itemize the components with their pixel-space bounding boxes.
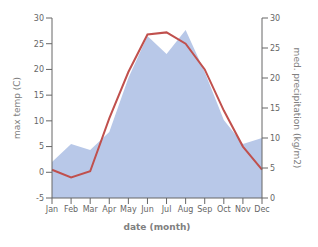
svg-text:Dec: Dec	[254, 205, 269, 214]
svg-text:med. precipitation (kg/m2): med. precipitation (kg/m2)	[292, 48, 302, 169]
svg-text:May: May	[120, 205, 137, 214]
svg-text:Nov: Nov	[235, 205, 251, 214]
svg-text:15: 15	[34, 91, 44, 100]
svg-text:25: 25	[34, 40, 44, 49]
svg-text:10: 10	[34, 117, 44, 126]
svg-text:Jan: Jan	[45, 205, 58, 214]
svg-text:5: 5	[39, 142, 44, 151]
svg-text:Jul: Jul	[161, 205, 172, 214]
svg-text:25: 25	[270, 44, 280, 53]
svg-text:20: 20	[34, 65, 44, 74]
svg-text:10: 10	[270, 134, 280, 143]
svg-text:0: 0	[39, 168, 44, 177]
svg-text:0: 0	[270, 194, 275, 203]
svg-text:Mar: Mar	[83, 205, 99, 214]
svg-text:Feb: Feb	[64, 205, 78, 214]
svg-text:30: 30	[270, 14, 280, 23]
svg-text:5: 5	[270, 164, 275, 173]
svg-text:max temp (C): max temp (C)	[12, 77, 22, 139]
svg-text:Sep: Sep	[197, 205, 212, 214]
svg-text:20: 20	[270, 74, 280, 83]
svg-text:Aug: Aug	[178, 205, 194, 214]
svg-text:Apr: Apr	[102, 205, 117, 214]
svg-text:15: 15	[270, 104, 280, 113]
svg-text:-5: -5	[36, 194, 44, 203]
svg-text:Jun: Jun	[140, 205, 154, 214]
svg-text:date (month): date (month)	[124, 222, 191, 232]
svg-text:Oct: Oct	[217, 205, 231, 214]
svg-text:30: 30	[34, 14, 44, 23]
